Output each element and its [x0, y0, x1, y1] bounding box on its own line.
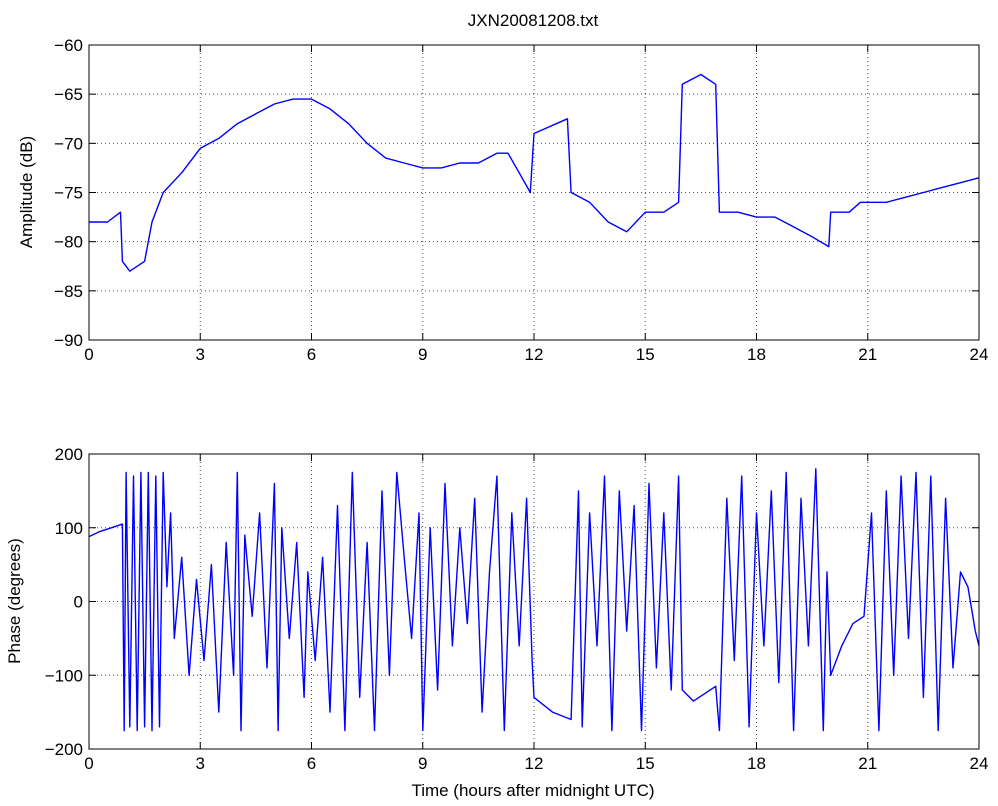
amplitude-axes: 0 3 6 9 12 15 18 21 24 −60 −65 −70 −75 −80 −85 −90 Ampl…	[17, 36, 988, 364]
x-tick-label: 3	[196, 754, 205, 773]
amplitude-y-label: Amplitude (dB)	[17, 136, 36, 248]
x-tick-label: 9	[418, 754, 427, 773]
x-tick-label: 24	[970, 754, 989, 773]
x-tick-label: 18	[747, 754, 766, 773]
y-tick-label: −85	[54, 282, 83, 301]
amplitude-series-line	[89, 73, 980, 272]
x-tick-label: 6	[307, 754, 316, 773]
y-tick-label: 200	[55, 445, 83, 464]
x-tick-label: 0	[84, 345, 93, 364]
x-tick-label: 21	[858, 754, 877, 773]
y-tick-label: −60	[54, 36, 83, 55]
x-tick-label: 24	[970, 345, 989, 364]
x-tick-label: 12	[525, 345, 544, 364]
x-tick-label: 6	[307, 345, 316, 364]
phase-y-label: Phase (degrees)	[5, 538, 24, 664]
y-tick-label: −80	[54, 233, 83, 252]
y-tick-label: −70	[54, 134, 83, 153]
y-tick-label: −75	[54, 184, 83, 203]
phase-axes: 0 3 6 9 12 15 18 21 24 200 100 0 −100 −200 Phase (deg…	[5, 445, 988, 800]
chart-title: JXN20081208.txt	[468, 11, 599, 30]
y-tick-label: −200	[45, 740, 83, 759]
x-tick-label: 12	[525, 754, 544, 773]
y-tick-label: −65	[54, 85, 83, 104]
x-tick-label: 15	[636, 754, 655, 773]
x-tick-label: 0	[84, 754, 93, 773]
phase-grid	[89, 454, 979, 749]
x-tick-label: 18	[747, 345, 766, 364]
x-tick-label: 9	[418, 345, 427, 364]
phase-series	[88, 468, 980, 732]
y-tick-label: −100	[45, 666, 83, 685]
phase-series-line	[88, 468, 980, 732]
x-tick-label: 15	[636, 345, 655, 364]
y-tick-label: 100	[55, 519, 83, 538]
y-tick-label: 0	[74, 593, 83, 612]
phase-ticks: 0 3 6 9 12 15 18 21 24 200 100 0 −100 −200	[45, 445, 989, 773]
x-tick-label: 21	[858, 345, 877, 364]
x-tick-label: 3	[196, 345, 205, 364]
amplitude-series	[89, 73, 980, 272]
time-x-label: Time (hours after midnight UTC)	[411, 781, 654, 800]
amplitude-ticks: 0 3 6 9 12 15 18 21 24 −60 −65 −70 −75 −80 −85 −90	[54, 36, 988, 364]
y-tick-label: −90	[54, 331, 83, 350]
